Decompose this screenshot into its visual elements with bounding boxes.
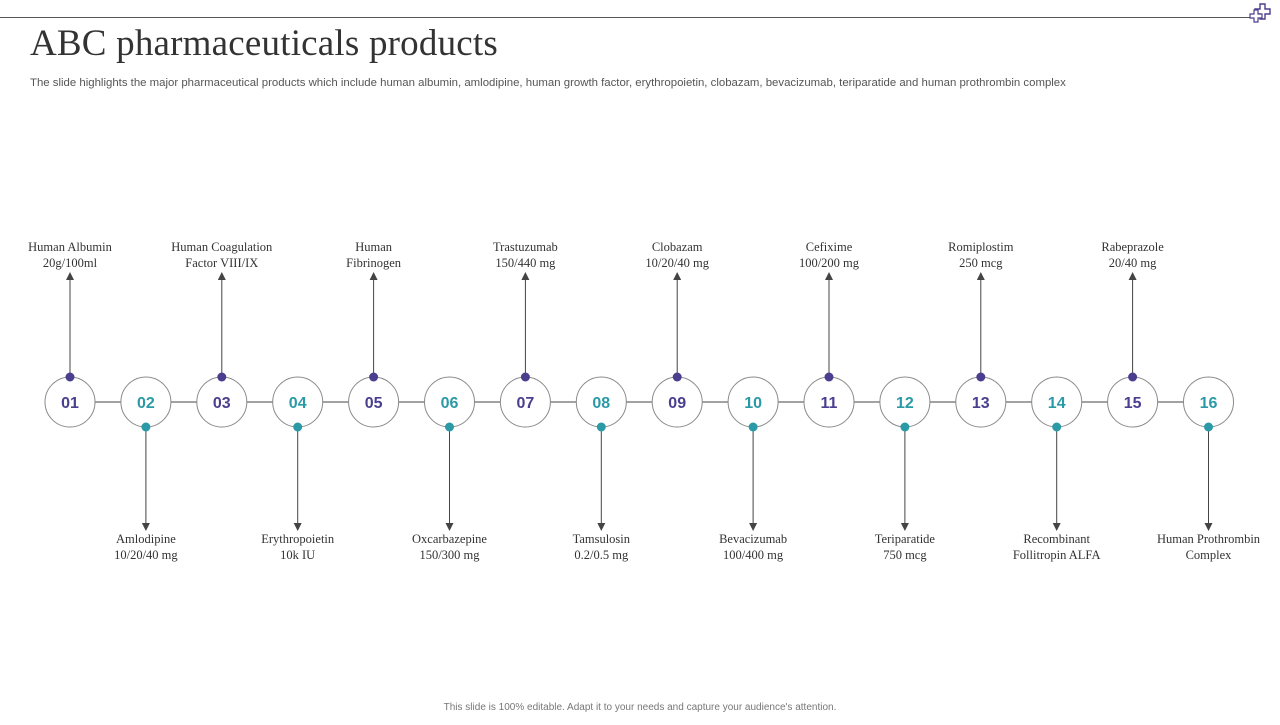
product-name: Oxcarbazepine [375, 531, 525, 547]
step-dot [1052, 423, 1061, 432]
step-dot [521, 373, 530, 382]
product-name: Cefixime [754, 239, 904, 255]
product-name: Bevacizumab [678, 531, 828, 547]
step-dot [900, 423, 909, 432]
step-dot [597, 423, 606, 432]
product-dose: 20g/100ml [0, 255, 145, 271]
product-name: Amlodipine [71, 531, 221, 547]
product-name: Rabeprazole [1058, 239, 1208, 255]
step-number: 12 [896, 395, 914, 412]
product-dose: Follitropin ALFA [982, 547, 1132, 563]
product-name: Teriparatide [830, 531, 980, 547]
product-dose: Factor VIII/IX [147, 255, 297, 271]
product-dose: 150/300 mg [375, 547, 525, 563]
step-number: 03 [213, 395, 231, 412]
step-dot [445, 423, 454, 432]
step-number: 14 [1048, 395, 1066, 412]
product-dose: 10/20/40 mg [602, 255, 752, 271]
step-dot [1204, 423, 1213, 432]
product-name: Tamsulosin [526, 531, 676, 547]
product-dose: Fibrinogen [299, 255, 449, 271]
product-name: Romiplostim [906, 239, 1056, 255]
step-number: 02 [137, 395, 155, 412]
step-dot [1128, 373, 1137, 382]
step-number: 06 [441, 395, 459, 412]
step-dot [369, 373, 378, 382]
product-dose: 250 mcg [906, 255, 1056, 271]
step-number: 07 [517, 395, 535, 412]
product-dose: 10k IU [223, 547, 373, 563]
product-name: Human Albumin [0, 239, 145, 255]
product-name: Erythropoietin [223, 531, 373, 547]
step-number: 15 [1124, 395, 1142, 412]
step-dot [293, 423, 302, 432]
step-dot [825, 373, 834, 382]
product-name: Human Coagulation [147, 239, 297, 255]
step-dot [141, 423, 150, 432]
step-number: 13 [972, 395, 990, 412]
step-dot [976, 373, 985, 382]
step-number: 11 [821, 395, 838, 412]
step-dot [217, 373, 226, 382]
step-number: 05 [365, 395, 383, 412]
step-dot [66, 373, 75, 382]
product-name: Trastuzumab [450, 239, 600, 255]
step-number: 09 [668, 395, 686, 412]
product-dose: 150/440 mg [450, 255, 600, 271]
product-dose: 20/40 mg [1058, 255, 1208, 271]
step-dot [749, 423, 758, 432]
product-name: Recombinant [982, 531, 1132, 547]
product-dose: 100/200 mg [754, 255, 904, 271]
footer-note: This slide is 100% editable. Adapt it to… [0, 702, 1280, 713]
product-name: Clobazam [602, 239, 752, 255]
step-number: 01 [61, 395, 79, 412]
product-dose: 750 mcg [830, 547, 980, 563]
step-number: 08 [592, 395, 610, 412]
product-name: Human [299, 239, 449, 255]
step-number: 04 [289, 395, 307, 412]
step-number: 10 [744, 395, 762, 412]
product-dose: 10/20/40 mg [71, 547, 221, 563]
step-number: 16 [1200, 395, 1218, 412]
product-dose: Complex [1134, 547, 1280, 563]
product-name: Human Prothrombin [1134, 531, 1280, 547]
step-dot [673, 373, 682, 382]
product-dose: 0.2/0.5 mg [526, 547, 676, 563]
product-dose: 100/400 mg [678, 547, 828, 563]
